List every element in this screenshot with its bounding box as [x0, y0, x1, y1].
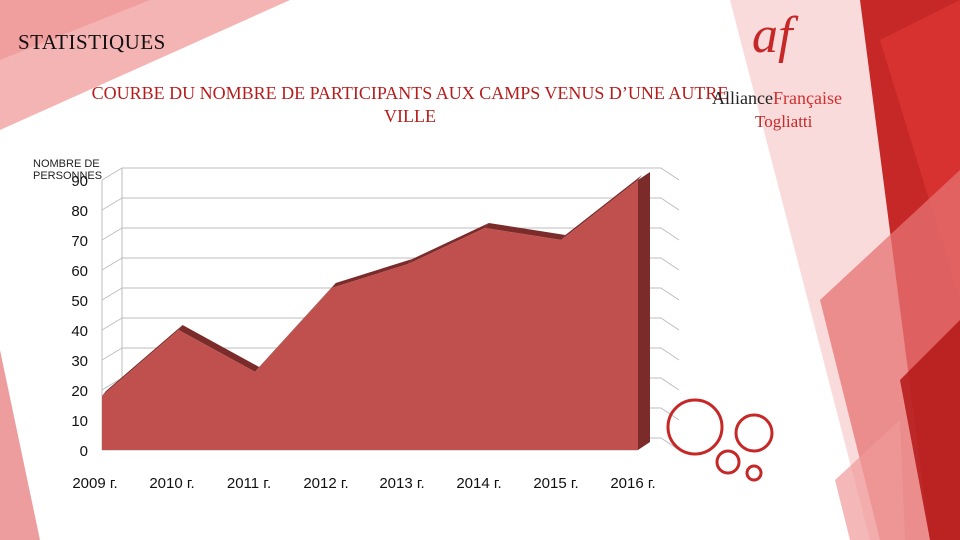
gridline-right	[660, 287, 680, 301]
area-top-segment	[484, 223, 566, 240]
gridline-right	[660, 227, 680, 241]
gridline-diagonal	[101, 347, 123, 361]
gridline-right	[660, 377, 680, 391]
gridline-diagonal	[101, 317, 123, 331]
decorative-circles-icon	[666, 398, 774, 482]
x-tick-label: 2015 г.	[533, 475, 578, 492]
gridline-right	[660, 317, 680, 331]
area-top-segment	[561, 175, 642, 240]
y-tick-label: 0	[80, 443, 88, 460]
gridline-right	[660, 347, 680, 361]
x-tick-label: 2009 г.	[72, 475, 117, 492]
gridline-diagonal	[101, 257, 123, 271]
area-top-segment	[178, 325, 260, 372]
area-series	[102, 180, 638, 450]
gridline-diagonal	[101, 377, 123, 391]
area-top-segment	[408, 223, 489, 264]
gridline-right	[660, 197, 680, 211]
y-tick-label: 10	[71, 413, 88, 430]
y-tick-label: 40	[71, 323, 88, 340]
x-tick-label: 2013 г.	[379, 475, 424, 492]
y-axis-label: NOMBRE DE PERSONNES	[33, 158, 103, 182]
x-tick-label: 2010 г.	[149, 475, 194, 492]
alliance-logo-mark: af	[752, 7, 793, 64]
x-tick-label: 2014 г.	[456, 475, 501, 492]
y-ticks: 0 10 20 30 40 50 60 70 80 90	[71, 173, 88, 460]
gridline-diagonal	[101, 167, 123, 181]
gridline-right	[660, 257, 680, 271]
x-tick-label: 2011 г.	[227, 475, 271, 492]
chart-title: COURBE DU NOMBRE DE PARTICIPANTS AUX CAM…	[91, 83, 729, 126]
area-top-segment	[102, 325, 183, 396]
area-top-segment	[255, 283, 336, 372]
slide-title: STATISTIQUES	[18, 30, 166, 54]
x-ticks: 2009 г. 2010 г. 2011 г. 2012 г. 2013 г. 2014 …	[72, 475, 655, 492]
y-tick-label: 30	[71, 353, 88, 370]
gridline-diagonal	[101, 287, 123, 301]
area-top-segment	[331, 259, 413, 288]
alliance-logo-city: Togliatti	[755, 112, 813, 131]
y-tick-label: 90	[71, 173, 88, 190]
x-tick-label: 2016 г.	[610, 475, 655, 492]
y-tick-label: 20	[71, 383, 88, 400]
gridline-right	[660, 167, 680, 181]
area-right-side	[638, 172, 650, 450]
gridline-diagonal	[101, 197, 123, 211]
gridline-diagonal	[101, 227, 123, 241]
logo-name-part2: Française	[772, 88, 842, 108]
alliance-logo-name: AllianceFrançaise	[712, 88, 842, 109]
y-tick-label: 50	[71, 293, 88, 310]
x-tick-label: 2012 г.	[303, 475, 348, 492]
logo-name-part1: Alliance	[712, 88, 773, 108]
y-tick-label: 60	[71, 263, 88, 280]
y-tick-label: 70	[71, 233, 88, 250]
chart-area	[102, 172, 650, 450]
y-tick-label: 80	[71, 203, 88, 220]
